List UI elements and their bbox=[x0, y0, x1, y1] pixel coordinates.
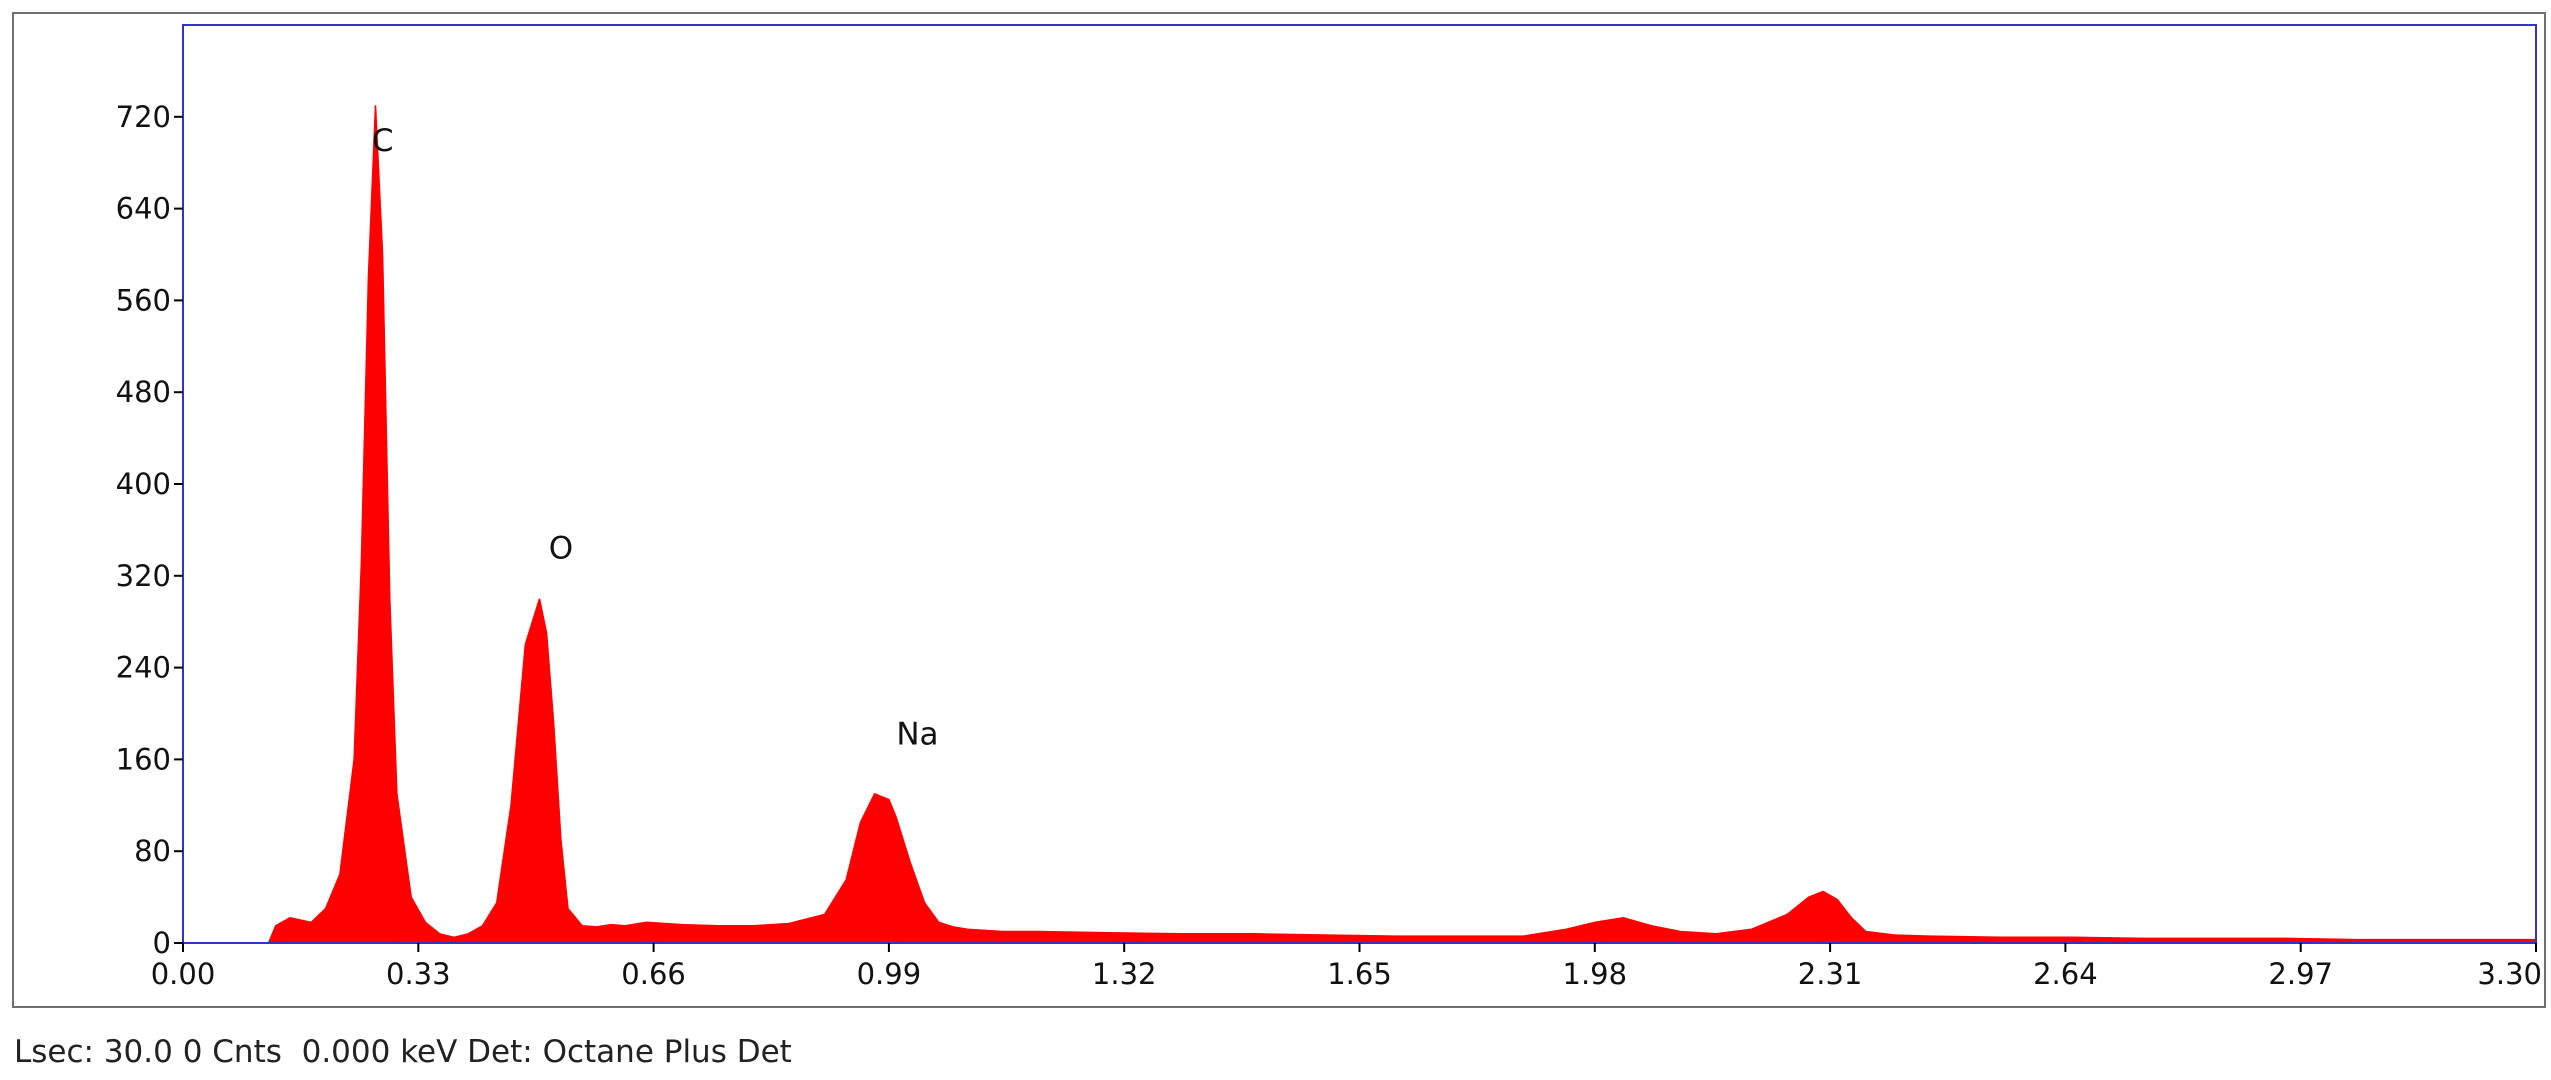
y-tick-label: 240 bbox=[116, 651, 171, 685]
spectrum-frame bbox=[12, 12, 2546, 1008]
x-tick-label: 0.66 bbox=[621, 957, 686, 991]
x-tick-label: 1.98 bbox=[1563, 957, 1628, 991]
x-tick-label: 2.64 bbox=[2033, 957, 2098, 991]
y-tick-label: 400 bbox=[116, 467, 171, 501]
peak-annotations: C O Na bbox=[372, 123, 939, 752]
y-tick-label: 80 bbox=[134, 834, 171, 868]
peak-label-c: C bbox=[372, 123, 394, 159]
x-axis: 0.00 0.33 0.66 0.99 1.32 1.65 1.98 2.31 2.64 2.97… bbox=[151, 943, 2542, 991]
y-tick-label: 640 bbox=[116, 192, 171, 226]
x-tick-label: 3.30 bbox=[2477, 957, 2542, 991]
y-tick-label: 0 bbox=[153, 926, 171, 960]
eds-spectrum-chart: 0 80 160 240 320 400 480 560 640 720 0.00 0.33 0.66… bbox=[116, 24, 2542, 991]
x-tick-label: 0.00 bbox=[151, 957, 216, 991]
spectrum-area-0 bbox=[267, 105, 2537, 944]
x-tick-label: 0.99 bbox=[857, 957, 922, 991]
y-axis: 0 80 160 240 320 400 480 560 640 720 bbox=[116, 100, 183, 960]
x-tick-label: 0.33 bbox=[386, 957, 451, 991]
y-tick-label: 160 bbox=[116, 742, 171, 776]
status-bar: Lsec: 30.0 0 Cnts 0.000 keV Det: Octane … bbox=[14, 1034, 792, 1070]
y-tick-label: 720 bbox=[116, 100, 171, 134]
y-tick-label: 560 bbox=[116, 283, 171, 317]
x-tick-label: 1.65 bbox=[1327, 957, 1392, 991]
peak-label-o: O bbox=[549, 531, 573, 567]
y-tick-label: 320 bbox=[116, 559, 171, 593]
x-tick-label: 1.32 bbox=[1092, 957, 1157, 991]
y-tick-label: 480 bbox=[116, 375, 171, 409]
spectrum-series bbox=[267, 105, 2537, 944]
x-tick-label: 2.97 bbox=[2268, 957, 2333, 991]
x-tick-label: 2.31 bbox=[1798, 957, 1863, 991]
peak-label-na: Na bbox=[896, 716, 938, 752]
